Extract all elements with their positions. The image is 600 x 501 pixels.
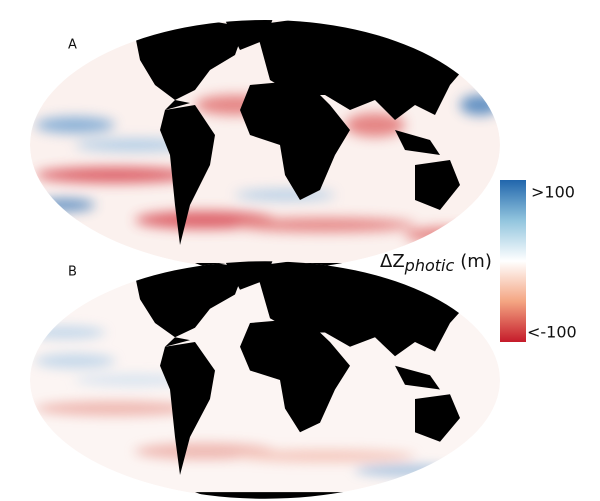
panel-label: A [68,38,77,53]
unit: (m) [460,251,492,272]
colorbar-bottom-label: <-100 [527,323,577,342]
symbol: ΔZ [380,251,405,272]
panel-label: B [68,265,77,280]
colorbar-top-label: >100 [531,183,575,202]
map-b [25,261,500,499]
colorbar [500,180,526,342]
subscript: photic [404,256,455,275]
map-a [30,20,500,270]
colorbar-title: ΔZphotic (m) [380,251,492,275]
